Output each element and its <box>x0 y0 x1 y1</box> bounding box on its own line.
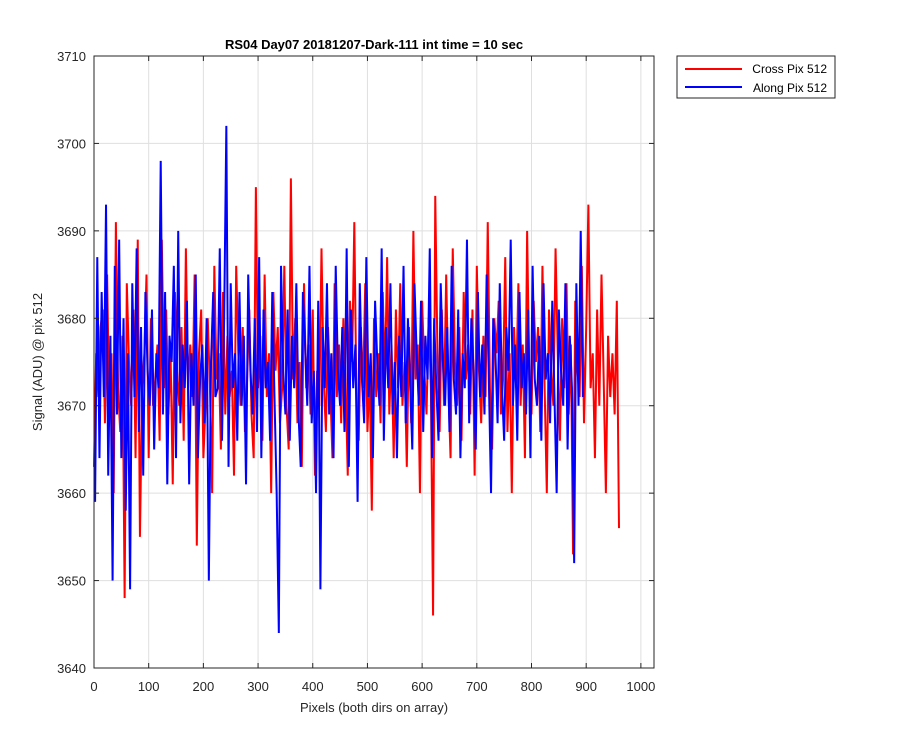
y-tick-label: 3690 <box>57 224 86 239</box>
y-tick-label: 3670 <box>57 399 86 414</box>
legend-label-along: Along Pix 512 <box>753 81 827 95</box>
x-tick-label: 600 <box>411 679 433 694</box>
x-tick-label: 900 <box>575 679 597 694</box>
x-tick-label: 1000 <box>626 679 655 694</box>
x-tick-label: 700 <box>466 679 488 694</box>
y-tick-label: 3700 <box>57 136 86 151</box>
x-axis-label: Pixels (both dirs on array) <box>300 700 448 715</box>
legend-label-cross: Cross Pix 512 <box>752 62 827 76</box>
legend: Cross Pix 512 Along Pix 512 <box>676 55 836 99</box>
x-tick-label: 0 <box>90 679 97 694</box>
x-tick-label: 200 <box>193 679 215 694</box>
x-tick-label: 800 <box>521 679 543 694</box>
chart-title: RS04 Day07 20181207-Dark-111 int time = … <box>225 37 523 52</box>
x-tick-label: 500 <box>357 679 379 694</box>
y-tick-label: 3680 <box>57 311 86 326</box>
series-line-along-pix-512 <box>94 125 584 634</box>
y-tick-label: 3660 <box>57 486 86 501</box>
series-layer <box>93 125 620 634</box>
y-tick-label: 3710 <box>57 49 86 64</box>
x-tick-label: 100 <box>138 679 160 694</box>
plot-box <box>93 55 655 669</box>
x-tick-label: 300 <box>247 679 269 694</box>
x-tick-label: 400 <box>302 679 324 694</box>
ticks: 0 100 200 300 400 500 600 700 800 900 1000 3640 3650… <box>57 49 655 694</box>
y-tick-label: 3650 <box>57 574 86 589</box>
y-axis-label: Signal (ADU) @ pix 512 <box>30 293 45 431</box>
y-tick-label: 3640 <box>57 661 86 676</box>
legend-box <box>676 55 836 99</box>
